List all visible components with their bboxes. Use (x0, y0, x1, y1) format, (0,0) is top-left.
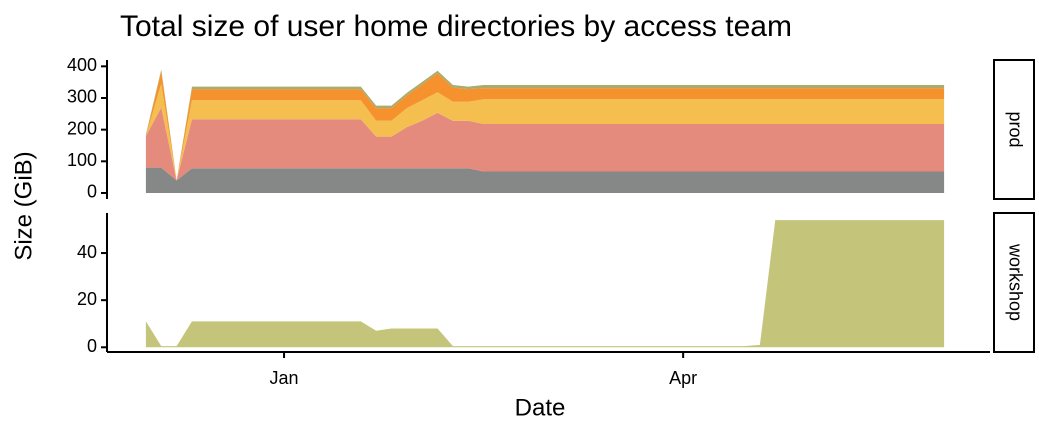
y-tick-label: 0 (87, 182, 97, 202)
facet-strip (993, 59, 1035, 200)
facet-label: workshop (1005, 243, 1025, 321)
area (145, 83, 945, 181)
area (145, 220, 945, 348)
y-tick-label: 20 (77, 289, 97, 309)
chart-title: Total size of user home directories by a… (120, 10, 792, 43)
y-tick-label: 200 (67, 118, 97, 138)
area (145, 167, 945, 193)
area (145, 107, 945, 181)
y-axis-label: Size (GiB) (10, 151, 37, 260)
facet-strip (993, 212, 1035, 353)
x-tick-label: Jan (270, 368, 299, 388)
y-tick-label: 400 (67, 55, 97, 75)
y-tick-label: 100 (67, 150, 97, 170)
y-tick-label: 40 (77, 242, 97, 262)
x-axis-label: Date (515, 394, 566, 421)
area (145, 71, 945, 181)
x-tick-label: Apr (669, 368, 697, 388)
facet-label: prod (1005, 111, 1025, 147)
y-tick-label: 0 (87, 336, 97, 356)
y-tick-label: 300 (67, 87, 97, 107)
